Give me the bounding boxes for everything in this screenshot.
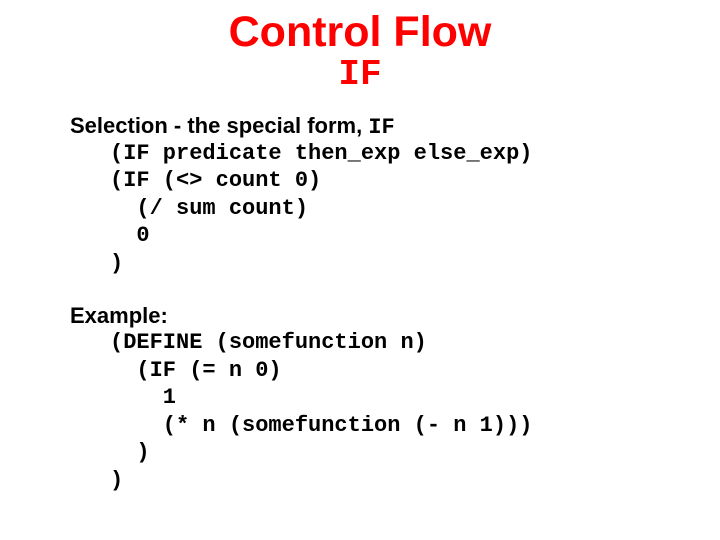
example-label: Example: (70, 303, 650, 329)
selection-code: (IF predicate then_exp else_exp) (IF (<>… (70, 140, 650, 278)
selection-section: Selection - the special form, IF (IF pre… (70, 113, 650, 278)
slide: Control Flow IF Selection - the special … (0, 0, 720, 540)
slide-subtitle: IF (70, 55, 650, 95)
example-code: (DEFINE (somefunction n) (IF (= n 0) 1 (… (70, 329, 650, 494)
selection-label-code: IF (368, 115, 394, 140)
example-section: Example: (DEFINE (somefunction n) (IF (=… (70, 303, 650, 494)
selection-label-text: Selection - the special form, (70, 113, 368, 138)
selection-label: Selection - the special form, IF (70, 113, 650, 140)
slide-title: Control Flow (70, 10, 650, 55)
